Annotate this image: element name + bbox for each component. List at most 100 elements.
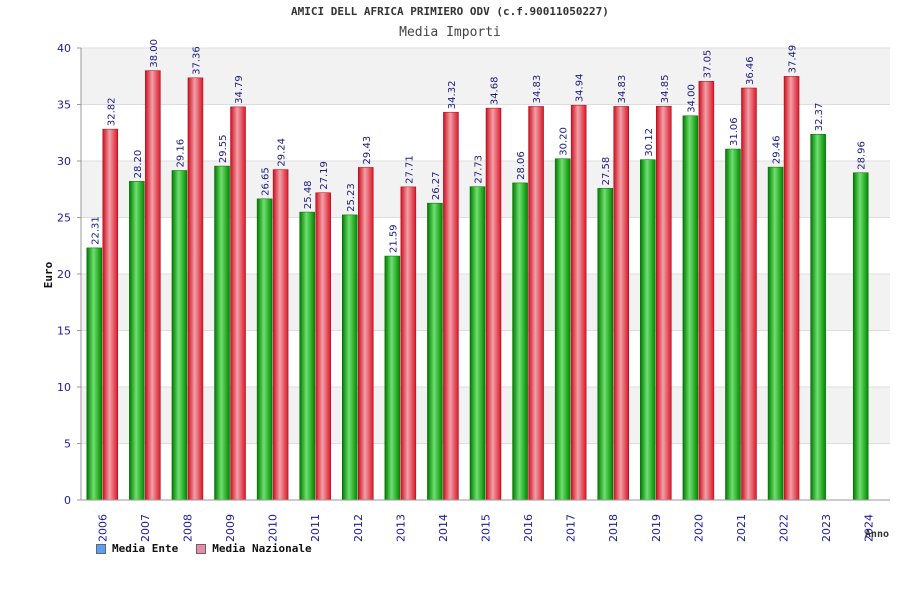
x-tick-label: 2023 xyxy=(820,514,833,542)
bar-media-nazionale xyxy=(145,70,161,501)
bar-media-ente xyxy=(384,255,401,501)
bar-media-ente xyxy=(427,202,443,501)
bar-media-nazionale xyxy=(400,186,417,501)
bar-value-label: 34.94 xyxy=(575,74,586,103)
bar-media-ente xyxy=(767,166,784,501)
y-tick-label: 40 xyxy=(57,42,71,55)
bar-media-nazionale xyxy=(272,169,289,501)
bar-value-label: 21.59 xyxy=(388,224,399,253)
bar-value-label: 37.36 xyxy=(191,46,202,75)
x-tick-label: 2012 xyxy=(352,514,365,542)
bar-media-ente xyxy=(299,211,315,501)
bar-value-label: 36.46 xyxy=(745,56,756,85)
x-tick-label: 2021 xyxy=(735,514,748,542)
bar-value-label: 29.43 xyxy=(362,136,373,165)
bar-value-label: 34.00 xyxy=(686,84,697,113)
x-tick-label: 2016 xyxy=(522,514,535,542)
bar-labels-group: 22.31 28.20 29.16 29.55 26.65 25.48 25.23 21.59… xyxy=(90,39,867,253)
bar-media-ente xyxy=(554,158,571,501)
bar-media-ente xyxy=(597,188,613,501)
bar-media-nazionale xyxy=(570,104,587,501)
bars-group xyxy=(86,70,869,501)
chart-title: AMICI DELL AFRICA PRIMIERO ODV (c.f.9001… xyxy=(291,5,609,18)
x-axis: 2006 2007 2008 2009 2010 2011 2012 2013 2014 2015… xyxy=(81,499,890,542)
bar-value-label: 22.31 xyxy=(90,216,101,245)
bar-media-ente xyxy=(640,159,656,501)
bar-media-nazionale xyxy=(613,106,629,501)
y-tick-label: 15 xyxy=(57,325,71,338)
x-tick-label: 2019 xyxy=(650,514,663,542)
bar-value-label: 34.68 xyxy=(490,76,501,105)
y-tick-label: 25 xyxy=(57,212,71,225)
legend-swatch-nazionale xyxy=(196,543,207,554)
x-tick-label: 2022 xyxy=(778,514,791,542)
x-tick-label: 2010 xyxy=(267,514,280,542)
bar-media-ente xyxy=(682,115,699,501)
bar-media-nazionale xyxy=(698,81,715,501)
x-tick-label: 2015 xyxy=(480,514,493,542)
bar-value-label: 28.20 xyxy=(133,150,144,179)
bar-media-ente xyxy=(342,214,358,501)
x-tick-label: 2008 xyxy=(181,514,194,542)
x-tick-label: 2007 xyxy=(139,514,152,542)
bar-media-nazionale xyxy=(783,76,800,501)
bar-value-label: 27.71 xyxy=(404,155,415,184)
bar-media-nazionale xyxy=(443,111,459,501)
bar-media-nazionale xyxy=(741,87,757,501)
x-axis-label: Anno xyxy=(865,529,889,540)
bar-value-label: 30.12 xyxy=(644,128,655,157)
bar-value-label: 27.58 xyxy=(601,157,612,186)
x-tick-label: 2006 xyxy=(96,514,109,542)
bar-value-label: 34.85 xyxy=(660,75,671,104)
bar-media-nazionale xyxy=(485,107,502,501)
x-tick-label: 2024 xyxy=(863,514,876,542)
bar-value-label: 27.19 xyxy=(319,161,330,190)
bar-value-label: 32.82 xyxy=(106,97,117,126)
bar-media-nazionale xyxy=(358,167,374,501)
bar-media-nazionale xyxy=(528,106,544,501)
bar-value-label: 38.00 xyxy=(149,39,160,68)
bar-media-ente xyxy=(512,182,528,501)
y-axis-label: Euro xyxy=(42,261,55,288)
bar-media-ente xyxy=(852,172,869,501)
bar-value-label: 34.32 xyxy=(447,81,458,110)
bar-value-label: 29.46 xyxy=(772,135,783,164)
bar-value-label: 25.48 xyxy=(303,180,314,209)
bar-value-label: 27.73 xyxy=(474,155,485,184)
bar-media-nazionale xyxy=(656,105,672,501)
bar-media-ente xyxy=(256,198,273,501)
bar-value-label: 29.24 xyxy=(277,138,288,167)
y-tick-label: 35 xyxy=(57,99,71,112)
bar-value-label: 26.27 xyxy=(431,172,442,201)
legend-item-nazionale: Media Nazionale xyxy=(196,542,312,555)
bar-media-ente xyxy=(469,186,486,501)
y-tick-label: 0 xyxy=(64,494,71,507)
bar-media-ente xyxy=(86,247,103,501)
bar-media-nazionale xyxy=(102,128,119,501)
bar-media-ente xyxy=(810,133,826,501)
bar-value-label: 37.05 xyxy=(702,50,713,79)
bar-value-label: 26.65 xyxy=(261,167,272,196)
bar-value-label: 32.37 xyxy=(814,103,825,132)
bar-media-ente xyxy=(171,170,188,501)
x-tick-label: 2018 xyxy=(607,514,620,542)
bar-media-ente xyxy=(129,181,145,501)
legend-label-ente: Media Ente xyxy=(112,542,179,555)
x-tick-label: 2011 xyxy=(309,514,322,542)
chart-subtitle: Media Importi xyxy=(399,25,501,40)
bar-media-ente xyxy=(725,148,741,501)
bar-value-label: 34.83 xyxy=(532,75,543,104)
bar-media-nazionale xyxy=(187,77,204,501)
y-tick-label: 5 xyxy=(64,438,71,451)
bar-media-nazionale xyxy=(315,192,331,501)
y-tick-label: 10 xyxy=(57,381,71,394)
x-tick-label: 2013 xyxy=(394,514,407,542)
bar-value-label: 34.79 xyxy=(234,75,245,104)
bar-value-label: 29.16 xyxy=(175,139,186,168)
x-tick-label: 2017 xyxy=(565,514,578,542)
bar-value-label: 30.20 xyxy=(559,127,570,156)
bar-media-nazionale xyxy=(230,106,246,501)
x-tick-label: 2014 xyxy=(437,514,450,542)
y-tick-label: 20 xyxy=(57,268,71,281)
